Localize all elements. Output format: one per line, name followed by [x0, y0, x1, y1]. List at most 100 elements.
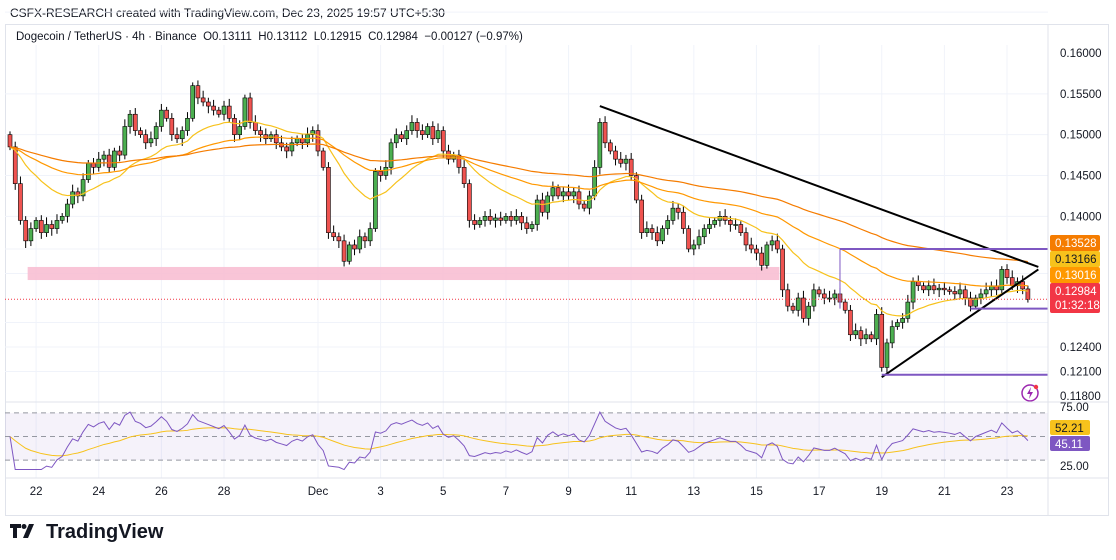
candle-body	[7, 134, 13, 148]
price-axis-label: 0.12400	[1060, 342, 1102, 354]
symbol-name[interactable]: Dogecoin / TetherUS · 4h · Binance	[16, 31, 197, 43]
candle-body	[467, 183, 472, 221]
candle	[399, 131, 404, 143]
candle-body	[775, 240, 780, 250]
price-badge-bg	[1050, 251, 1100, 267]
candle-body	[226, 105, 232, 119]
price-badge-label: 0.12984	[1055, 286, 1097, 298]
candle	[164, 106, 169, 122]
candle-body	[357, 236, 363, 250]
price-badge-bg	[1050, 283, 1100, 313]
candle-body	[785, 289, 791, 307]
time-axis-label: 3	[377, 486, 383, 498]
candle	[889, 320, 895, 349]
candle-body	[999, 269, 1005, 291]
candle	[905, 294, 911, 323]
candle-body	[884, 342, 890, 368]
candle-body	[712, 220, 718, 225]
time-axis-label: 28	[218, 486, 231, 498]
candle	[472, 214, 477, 230]
candle-body	[258, 130, 263, 135]
candle	[957, 282, 963, 299]
time-axis-label: 24	[92, 486, 105, 498]
candle-body	[571, 191, 577, 197]
candle-body	[842, 301, 848, 311]
lightning-alert-icon	[1021, 384, 1039, 402]
candle-body	[195, 85, 201, 99]
ema-20-line	[9, 120, 1028, 317]
candle	[1025, 285, 1031, 303]
candle	[639, 194, 644, 239]
price-chart[interactable]: 0.16000 0.15500 0.15000 0.14500 0.14000 0.124…	[0, 0, 1116, 520]
candle	[915, 275, 921, 291]
candle	[461, 160, 467, 188]
candle-body	[514, 216, 519, 221]
candle-body	[534, 199, 540, 225]
candle	[503, 213, 509, 224]
time-axis-label: Dec	[308, 486, 329, 498]
candle	[117, 145, 122, 162]
candle-body	[905, 301, 911, 319]
candle-body	[738, 224, 744, 233]
candle	[868, 331, 874, 343]
candle	[226, 98, 232, 123]
candle	[822, 288, 827, 305]
candle	[409, 115, 415, 135]
candle	[978, 288, 984, 305]
candle	[524, 216, 530, 234]
candle-body	[44, 224, 49, 233]
candle	[33, 217, 39, 232]
candle-body	[968, 297, 973, 307]
candle	[853, 323, 858, 339]
candle	[373, 168, 378, 232]
candle-body	[973, 297, 979, 307]
candle-body	[503, 216, 509, 221]
time-axis-label: 9	[565, 486, 571, 498]
candle-body	[425, 126, 430, 135]
candle	[649, 224, 655, 240]
candle	[221, 100, 227, 121]
candle-body	[378, 171, 383, 176]
price-axis-label: 0.14000	[1060, 211, 1102, 223]
candle-body	[764, 244, 770, 266]
candle-body	[86, 162, 91, 180]
candle	[206, 97, 211, 114]
rsi-axis-label: 25.00	[1060, 461, 1089, 473]
price-axis-label: 0.16000	[1060, 48, 1102, 60]
candle-body	[561, 191, 566, 197]
candle	[858, 326, 864, 347]
candle	[96, 151, 102, 172]
time-axis-label: 26	[155, 486, 168, 498]
candle-body	[566, 191, 571, 197]
candle	[931, 278, 937, 295]
candle-body	[790, 305, 796, 311]
candle-body	[300, 138, 305, 144]
candle	[602, 116, 608, 149]
candle	[169, 113, 175, 141]
candle-body	[91, 162, 96, 168]
candle-body	[112, 150, 117, 168]
candle	[717, 211, 723, 227]
candle	[482, 211, 488, 227]
candle-body	[895, 322, 900, 327]
candle-body	[190, 85, 195, 119]
candle-body	[795, 297, 801, 311]
candle	[942, 281, 947, 296]
candle-body	[294, 138, 300, 144]
price-axis-label: 0.15000	[1060, 130, 1102, 142]
candle-body	[822, 293, 827, 299]
price-axis-label: 0.15500	[1060, 89, 1102, 101]
candle-body	[889, 326, 895, 344]
candle	[65, 198, 70, 223]
trendline	[881, 268, 1039, 379]
candle	[263, 128, 269, 144]
candle-body	[858, 330, 864, 340]
candle	[1004, 264, 1010, 284]
candle	[404, 125, 410, 145]
candle-body	[978, 293, 984, 299]
time-axis-label: 17	[813, 486, 826, 498]
ohlc-change: −0.00127 (−0.97%)	[424, 31, 523, 43]
candle-body	[728, 220, 733, 225]
candle-body	[524, 222, 530, 229]
ohlc-low: L0.12915	[313, 31, 362, 43]
